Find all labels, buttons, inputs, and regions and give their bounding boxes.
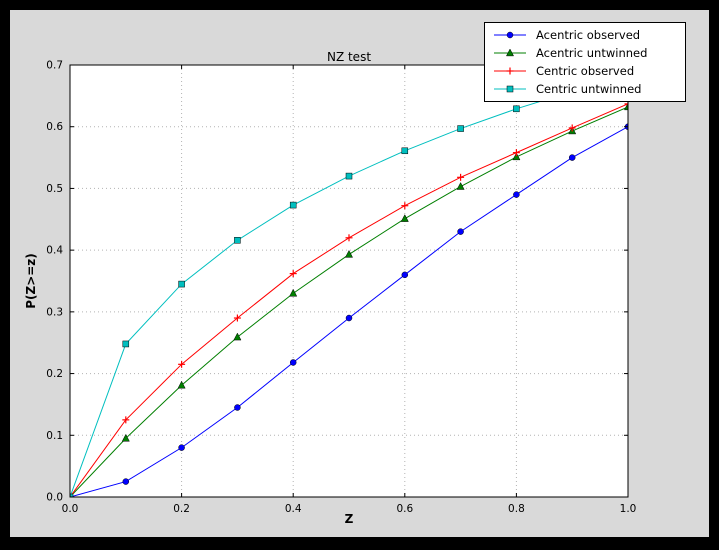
y-tick-label: 0.7 (46, 60, 63, 72)
y-tick-label: 0.6 (46, 121, 63, 133)
legend-entry: Acentric untwinned (493, 44, 681, 62)
chart-title: NZ test (326, 50, 372, 64)
x-tick-label: 0.4 (285, 503, 302, 515)
circle-marker (457, 228, 464, 235)
y-tick-label: 0.2 (46, 368, 63, 380)
square-marker (178, 280, 185, 288)
legend-entry: Centric observed (493, 62, 681, 80)
triangle-marker (289, 288, 298, 297)
square-marker (401, 147, 409, 155)
y-tick-label: 0.0 (46, 492, 63, 504)
square-marker (513, 105, 520, 113)
x-tick-label: 1.0 (620, 503, 637, 515)
circle-marker (289, 359, 297, 366)
legend-sample-square-icon (494, 85, 526, 93)
square-marker (122, 340, 130, 348)
triangle-marker (456, 182, 465, 190)
legend-entry: Acentric observed (493, 26, 681, 44)
matplotlib-figure: 0.0 0.2 0.4 0.6 0.8 1.0 0.0 0.1 0.2 0.3 0.4 0.5 0.6 0… (10, 10, 709, 537)
x-tick-label: 0.6 (396, 503, 413, 515)
plot-canvas: 0.0 0.2 0.4 0.6 0.8 1.0 0.0 0.1 0.2 0.3 0.4 0.5 0.6 0… (46, 60, 637, 516)
y-tick-label: 0.4 (46, 245, 63, 257)
legend-label: Centric observed (536, 64, 635, 78)
square-marker (506, 85, 514, 93)
legend-label: Centric untwinned (536, 82, 642, 96)
series-centric-observed (70, 100, 628, 497)
plot-area (70, 65, 628, 497)
circle-marker (178, 444, 185, 451)
x-axis-label: Z (344, 512, 354, 526)
circle-marker (506, 31, 514, 39)
y-axis-label: P(Z>=z) (24, 253, 38, 309)
x-tick-label: 0.0 (62, 503, 79, 515)
triangle-marker (233, 332, 242, 341)
axes-frame (69, 64, 629, 498)
legend-sample-triangle-up-icon (494, 48, 526, 57)
y-tick-label: 0.1 (46, 430, 63, 442)
square-marker (289, 201, 297, 209)
circle-marker (234, 404, 241, 411)
series-acentric-observed (70, 123, 628, 497)
square-marker (70, 493, 74, 497)
legend-sample-circle-icon (494, 31, 526, 39)
legend-sample-plus-icon (494, 67, 526, 75)
y-tick-label: 0.3 (46, 306, 63, 318)
x-tick-label: 0.2 (173, 503, 190, 515)
square-marker (345, 172, 353, 180)
x-tick-label: 0.8 (508, 503, 525, 515)
triangle-marker (505, 48, 515, 57)
triangle-marker (344, 249, 354, 258)
square-marker (234, 237, 241, 244)
y-tick-label: 0.5 (46, 183, 63, 195)
circle-marker (568, 154, 576, 161)
legend-box: Acentric observed Acentric untwinned Centr… (484, 22, 686, 102)
circle-marker (513, 191, 520, 198)
triangle-marker (400, 214, 409, 222)
circle-marker (345, 314, 353, 322)
legend-entry: Centric untwinned (493, 80, 681, 98)
triangle-marker (623, 102, 628, 111)
triangle-marker (177, 380, 186, 389)
circle-marker (401, 271, 409, 279)
triangle-marker (121, 433, 130, 442)
square-marker (457, 125, 464, 132)
legend-label: Acentric observed (536, 28, 641, 42)
legend-label: Acentric untwinned (536, 46, 648, 60)
circle-marker (122, 478, 130, 485)
triangle-marker (512, 152, 521, 161)
series-layer (70, 72, 628, 497)
